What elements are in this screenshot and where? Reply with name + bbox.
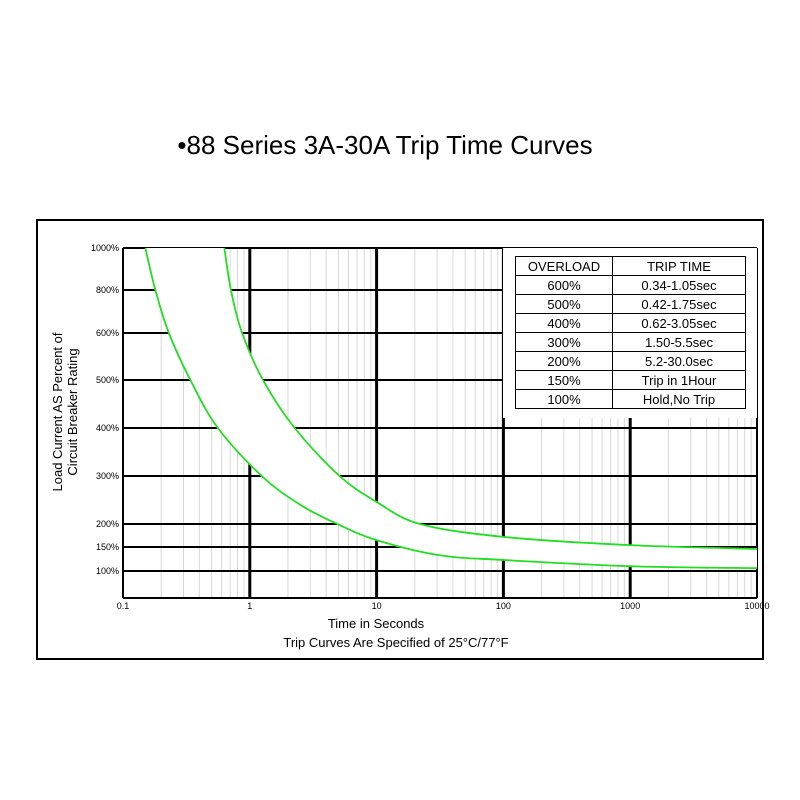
y-tick-label: 1000% — [91, 243, 119, 253]
overload-cell: 500% — [515, 294, 613, 314]
table-row: 100% Hold,No Trip — [515, 389, 746, 409]
trip-time-cell: 0.62-3.05sec — [612, 313, 746, 333]
trip-time-cell: 0.34-1.05sec — [612, 275, 746, 295]
tolerance-band — [145, 248, 757, 569]
x-tick-label: 0.1 — [117, 601, 130, 611]
y-tick-label: 300% — [96, 471, 119, 481]
header-trip-time: TRIP TIME — [612, 256, 746, 276]
table-row: 400% 0.62-3.05sec — [515, 313, 746, 333]
trip-time-cell: Hold,No Trip — [612, 389, 746, 409]
x-tick-label: 1000 — [620, 601, 640, 611]
chart-title: •88 Series 3A-30A Trip Time Curves — [177, 130, 593, 160]
y-axis-label-line1: Load Current AS Percent of — [50, 332, 65, 491]
overload-cell: 150% — [515, 370, 613, 390]
x-tick-label: 1 — [247, 601, 252, 611]
maximum-trip-curve — [223, 247, 758, 550]
overload-cell: 200% — [515, 351, 613, 371]
y-axis-label-line2: Circuit Breaker Rating — [65, 348, 80, 475]
chart-subtitle: Trip Curves Are Specified of 25°C/77°F — [283, 635, 508, 650]
y-tick-label: 500% — [96, 375, 119, 385]
table-row: 600% 0.34-1.05sec — [515, 275, 746, 295]
trip-time-cell: Trip in 1Hour — [612, 370, 746, 390]
y-tick-label: 600% — [96, 328, 119, 338]
x-tick-label: 10000 — [744, 601, 769, 611]
y-tick-label: 800% — [96, 285, 119, 295]
trip-time-table: OVERLOAD TRIP TIME 600% 0.34-1.05sec 500%… — [515, 256, 746, 409]
trip-time-cell: 1.50-5.5sec — [612, 332, 746, 352]
overload-cell: 100% — [515, 389, 613, 409]
y-tick-label: 200% — [96, 519, 119, 529]
table-header-row: OVERLOAD TRIP TIME — [515, 256, 746, 276]
trip-time-cell: 0.42-1.75sec — [612, 294, 746, 314]
trip-time-cell: 5.2-30.0sec — [612, 351, 746, 371]
table-row: 150% Trip in 1Hour — [515, 370, 746, 390]
x-tick-label: 100 — [496, 601, 511, 611]
y-tick-label: 150% — [96, 542, 119, 552]
minimum-trip-curve — [144, 247, 758, 570]
y-tick-label: 100% — [96, 566, 119, 576]
y-tick-label: 400% — [96, 423, 119, 433]
overload-cell: 300% — [515, 332, 613, 352]
overload-cell: 400% — [515, 313, 613, 333]
table-row: 200% 5.2-30.0sec — [515, 351, 746, 371]
overload-cell: 600% — [515, 275, 613, 295]
x-tick-label: 10 — [372, 601, 382, 611]
header-overload: OVERLOAD — [515, 256, 613, 276]
table-row: 500% 0.42-1.75sec — [515, 294, 746, 314]
x-axis-label: Time in Seconds — [328, 616, 425, 631]
table-row: 300% 1.50-5.5sec — [515, 332, 746, 352]
